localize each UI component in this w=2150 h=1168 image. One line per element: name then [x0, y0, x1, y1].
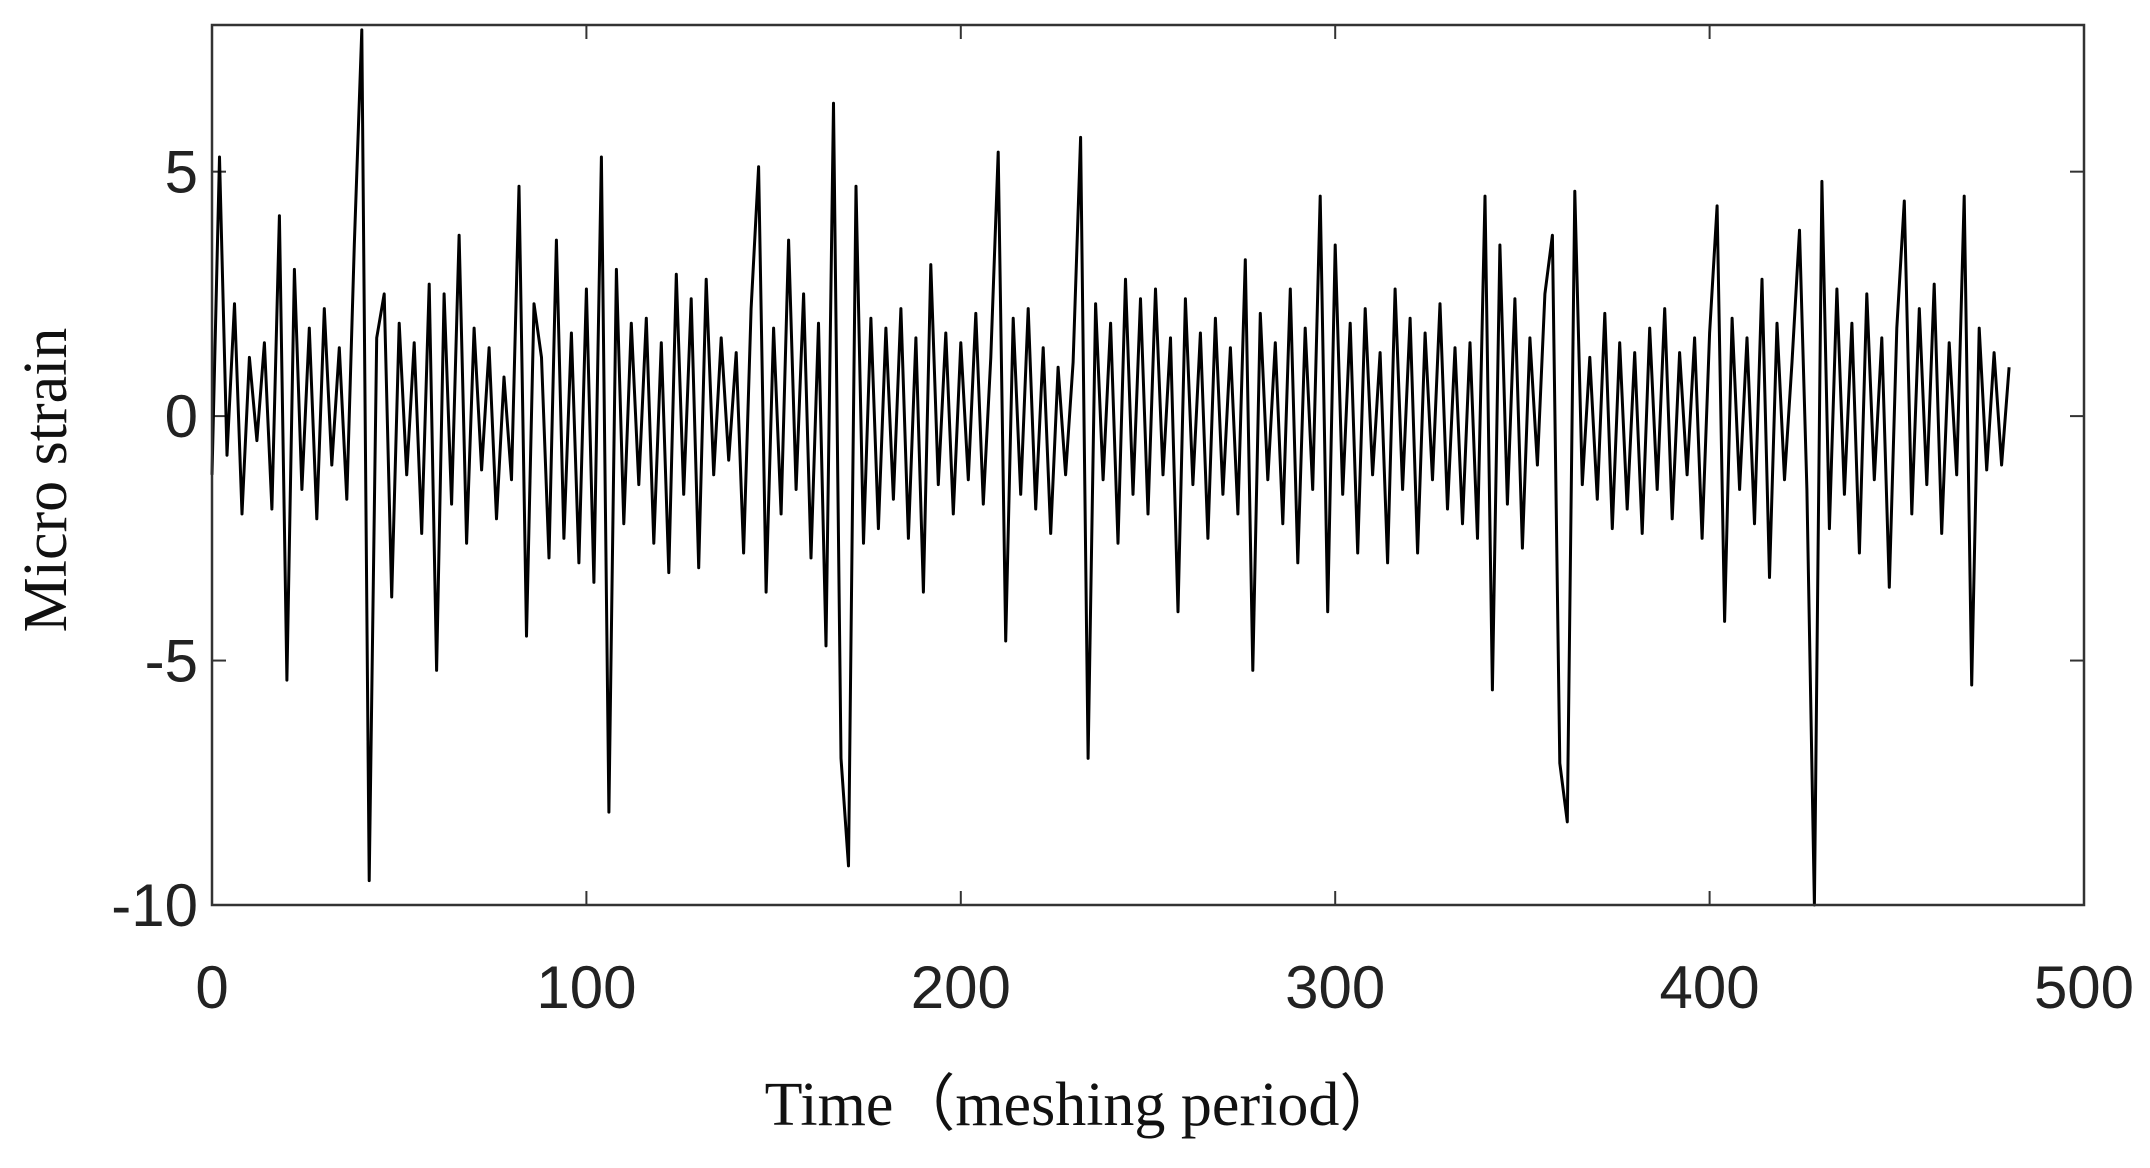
- x-tick-label: 200: [911, 954, 1011, 1021]
- y-tick-label: 5: [165, 139, 198, 206]
- x-tick-label: 300: [1285, 954, 1385, 1021]
- x-tick-label: 0: [195, 954, 228, 1021]
- data-line: [210, 28, 2011, 907]
- x-axis-label: Time（meshing period）: [765, 1071, 1402, 1139]
- y-tick-label: 0: [165, 383, 198, 450]
- y-tick-label: -10: [111, 872, 198, 939]
- y-axis-label: Micro strain: [12, 328, 80, 633]
- x-tick-label: 500: [2034, 954, 2134, 1021]
- x-tick-label: 100: [536, 954, 636, 1021]
- y-tick-label: -5: [145, 628, 198, 695]
- plot-frame: [210, 23, 2086, 907]
- x-tick-label: 400: [1660, 954, 1760, 1021]
